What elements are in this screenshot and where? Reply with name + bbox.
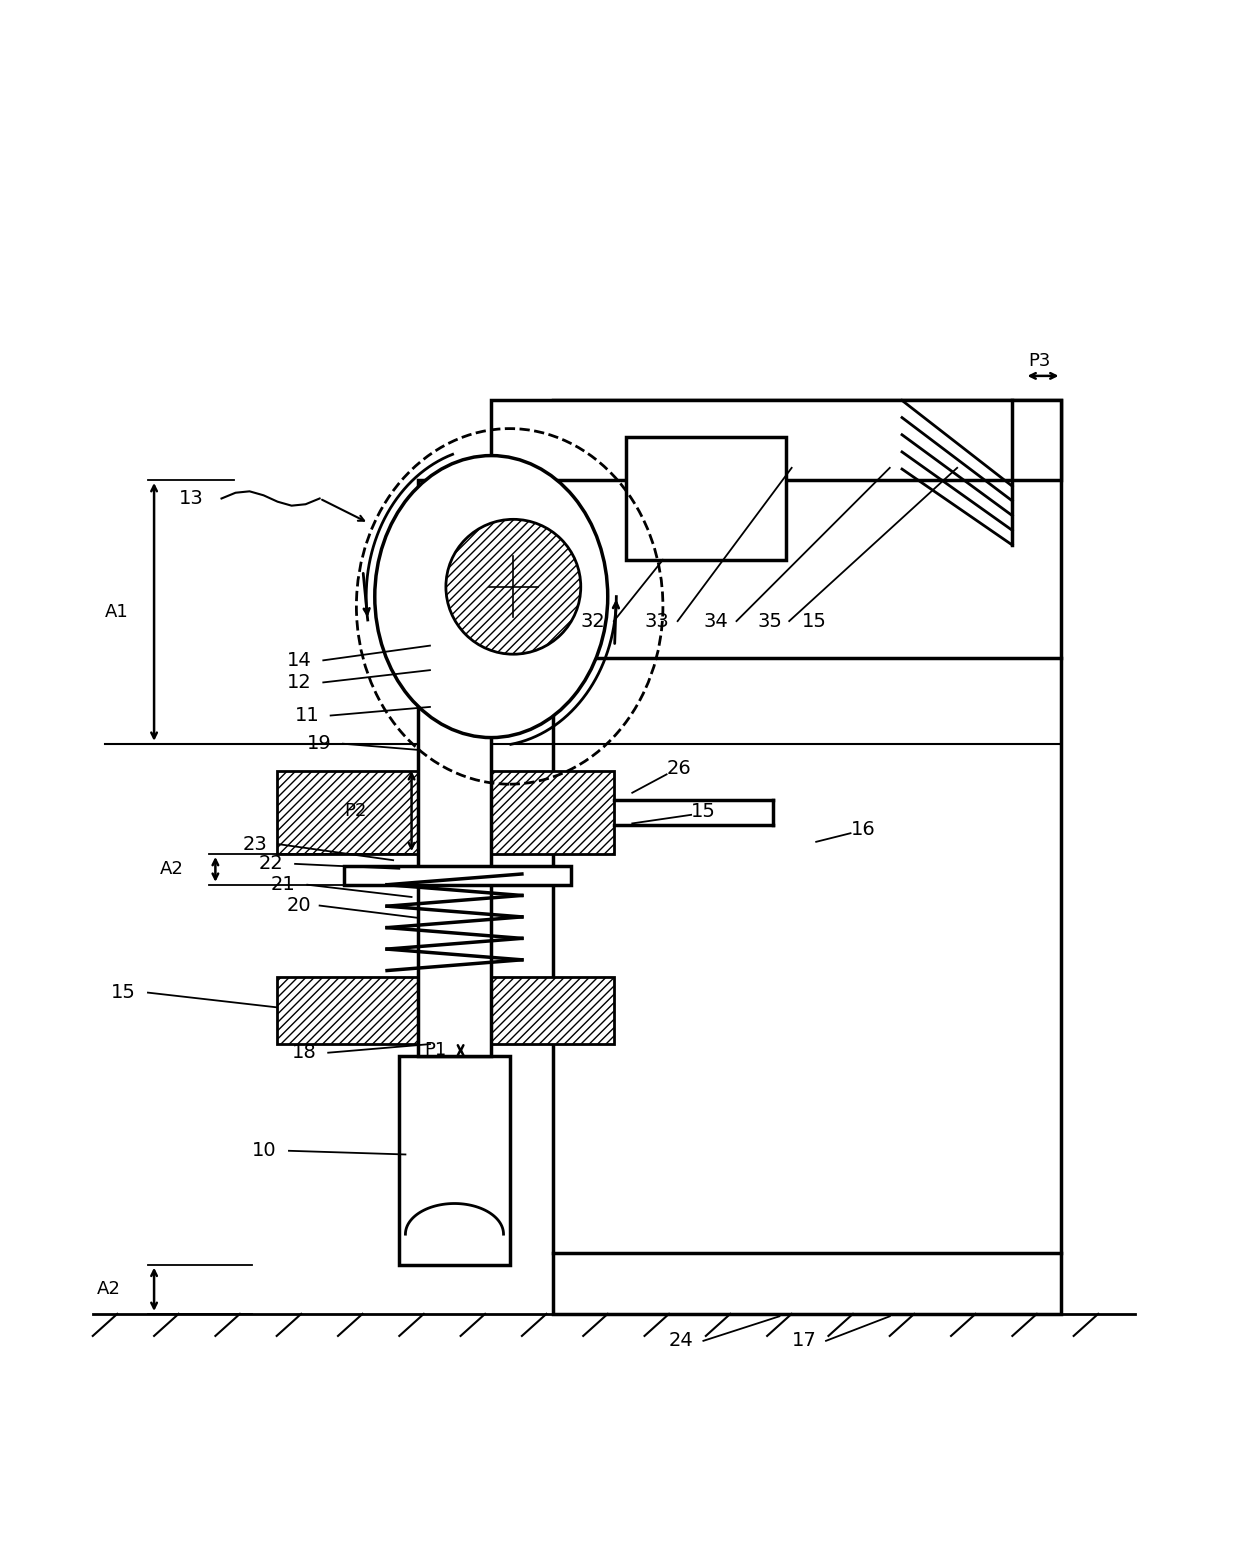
Text: 18: 18 xyxy=(291,1043,316,1061)
Text: 13: 13 xyxy=(179,489,203,507)
Text: 15: 15 xyxy=(112,983,136,1002)
Text: P1: P1 xyxy=(424,1041,446,1060)
Text: 15: 15 xyxy=(691,802,715,821)
Text: 23: 23 xyxy=(242,835,267,854)
Ellipse shape xyxy=(374,456,608,738)
Text: 20: 20 xyxy=(286,896,311,915)
Text: A2: A2 xyxy=(160,860,184,879)
Text: P3: P3 xyxy=(1028,353,1050,370)
Text: 14: 14 xyxy=(286,651,311,670)
Text: 34: 34 xyxy=(703,612,728,631)
Bar xyxy=(277,977,418,1044)
Text: 16: 16 xyxy=(851,820,875,840)
Bar xyxy=(491,977,614,1044)
Bar xyxy=(553,401,1061,1314)
Bar xyxy=(345,866,570,885)
Text: 10: 10 xyxy=(252,1141,277,1160)
Bar xyxy=(626,437,785,560)
Text: 15: 15 xyxy=(801,612,826,631)
Text: 35: 35 xyxy=(758,612,782,631)
Bar xyxy=(418,481,491,1057)
Bar xyxy=(491,771,614,854)
Text: A1: A1 xyxy=(105,603,129,621)
Bar xyxy=(277,771,418,854)
Text: 17: 17 xyxy=(791,1332,816,1350)
Text: P2: P2 xyxy=(345,802,367,820)
Text: 22: 22 xyxy=(258,854,283,873)
Text: 21: 21 xyxy=(270,876,295,894)
Text: 26: 26 xyxy=(667,759,692,777)
Text: 19: 19 xyxy=(308,734,332,754)
Ellipse shape xyxy=(446,520,580,654)
Bar xyxy=(399,1057,510,1264)
Text: 32: 32 xyxy=(580,612,605,631)
Bar xyxy=(491,401,1061,481)
Text: A2: A2 xyxy=(97,1280,120,1299)
Text: 24: 24 xyxy=(670,1332,694,1350)
Text: 12: 12 xyxy=(286,673,311,692)
Text: 33: 33 xyxy=(645,612,670,631)
Text: 11: 11 xyxy=(295,706,320,724)
